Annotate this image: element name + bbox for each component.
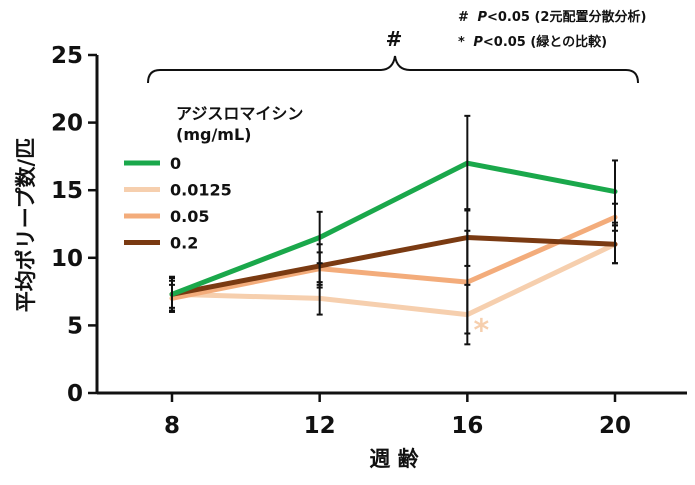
legend-label-0: 0 [170, 154, 181, 173]
y-tick-label: 5 [67, 313, 83, 339]
series-layer [169, 160, 618, 318]
error-bars [169, 114, 618, 346]
series-line-0.0125 [169, 241, 618, 318]
y-ticks: 0 5 10 15 20 25 [51, 43, 97, 407]
significance-asterisk: * [473, 314, 489, 349]
note-green-comparison: * P<0.05 (緑との比較) [458, 34, 607, 50]
bracket-symbol: # [386, 27, 403, 51]
legend-label-0.0125: 0.0125 [170, 181, 232, 200]
x-axis-title: 週 齢 [369, 447, 419, 471]
y-tick-label: 20 [51, 111, 83, 137]
series-line-0 [169, 160, 618, 297]
x-tick-label: 16 [451, 413, 483, 439]
legend-title-line-2: (mg/mL) [176, 125, 251, 144]
series-line-0.2 [169, 235, 618, 297]
x-tick-label: 20 [599, 413, 631, 439]
y-axis-title: 平均ポリープ数/匹 [14, 138, 38, 312]
y-tick-label: 15 [51, 178, 83, 204]
significance-bracket [147, 55, 639, 84]
y-tick-label: 10 [51, 246, 83, 272]
series-line-0.05 [169, 214, 618, 301]
x-ticks: 8 12 16 20 [164, 393, 631, 439]
note-two-way-anova: # P<0.05 (2元配置分散分析) [458, 9, 646, 25]
y-tick-label: 0 [67, 381, 83, 407]
x-tick-label: 12 [304, 413, 336, 439]
legend-label-0.05: 0.05 [170, 207, 209, 226]
x-tick-label: 8 [164, 413, 180, 439]
legend-title-line-1: アジスロマイシン [176, 104, 303, 123]
legend: アジスロマイシン (mg/mL) 0 0.0125 0.05 0.2 [124, 104, 303, 253]
y-tick-label: 25 [51, 43, 83, 69]
legend-label-0.2: 0.2 [170, 234, 198, 253]
